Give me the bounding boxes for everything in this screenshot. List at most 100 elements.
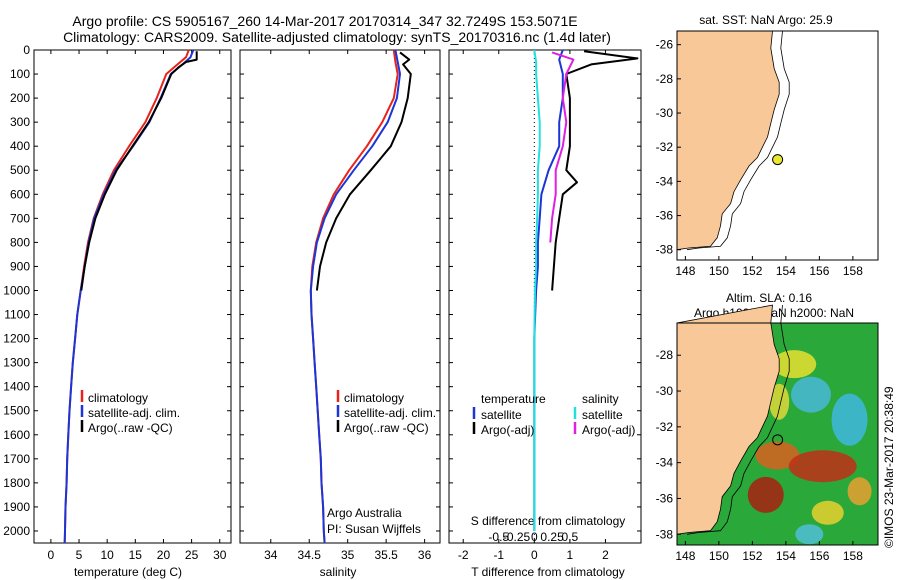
sla-anomaly-patch <box>811 500 844 525</box>
series-line <box>80 51 198 291</box>
x-tick-label: 15 <box>129 548 143 562</box>
longitude-tick-label: 158 <box>843 264 863 278</box>
depth-tick-label: 1800 <box>3 476 30 490</box>
depth-tick-label: 2000 <box>3 524 30 538</box>
depth-tick-label: 400 <box>10 139 30 153</box>
series-line <box>551 50 639 291</box>
sla-map-panel: Altim. SLA: 0.16 Argo h1000: NaN h2000: … <box>656 291 879 563</box>
x-tick-label: 34 <box>264 548 278 562</box>
depth-tick-label: 300 <box>10 115 30 129</box>
x-tick-label: -2 <box>458 548 469 562</box>
longitude-tick-label: 148 <box>675 264 695 278</box>
x-tick-label: 25 <box>185 548 199 562</box>
series-line <box>63 49 195 544</box>
x-tick-label: 30 <box>213 548 227 562</box>
land-mass <box>676 304 780 535</box>
sla-anomaly-patch <box>831 393 868 446</box>
series-line <box>533 49 564 531</box>
legend-label: satellite-adj. clim. <box>88 406 180 420</box>
x-tick-label: 5 <box>76 548 83 562</box>
depth-tick-label: 1000 <box>3 283 30 297</box>
series-line <box>309 49 401 544</box>
x-tick-label: 2 <box>602 548 609 562</box>
sst-map-panel: sat. SST: NaN Argo: 25.9 148 150 152 154 156… <box>656 13 879 278</box>
legend-temperature-header: temperature <box>481 392 546 406</box>
shelf-contour <box>686 30 790 251</box>
depth-tick-label: 1200 <box>3 332 30 346</box>
s-difference-label: S difference from climatology <box>471 514 626 528</box>
legend-label: Argo(..raw -QC) <box>344 421 429 435</box>
difference-panel: S difference from climatology T differen… <box>448 49 642 579</box>
longitude-tick-label: 154 <box>776 264 796 278</box>
depth-tick-label: 900 <box>10 259 30 273</box>
s-tick-label: -0.5 <box>488 530 509 544</box>
longitude-tick-label: 150 <box>709 264 729 278</box>
latitude-tick-label: -36 <box>656 209 674 223</box>
temperature-axes <box>33 49 232 544</box>
series-line <box>63 49 190 544</box>
depth-tick-label: 500 <box>10 163 30 177</box>
sla-anomaly-patch <box>747 476 784 513</box>
sla-anomaly-patch <box>795 524 824 545</box>
temperature-xlabel: temperature (deg C) <box>74 565 182 579</box>
x-tick-label: 36 <box>418 548 432 562</box>
land-mass <box>676 30 780 251</box>
shelf-contour <box>686 305 790 535</box>
depth-tick-label: 1700 <box>3 452 30 466</box>
pi-name-label: PI: Susan Wijffels <box>327 522 421 536</box>
latitude-tick-label: -30 <box>656 384 674 398</box>
float-position-marker <box>772 434 784 446</box>
x-tick-label: 0 <box>531 548 538 562</box>
sla-title-line1: Altim. SLA: 0.16 <box>726 291 812 305</box>
depth-tick-label: 1100 <box>4 308 30 322</box>
x-tick-label: 34.5 <box>298 548 322 562</box>
longitude-tick-label: 150 <box>709 549 729 563</box>
sla-anomaly-patch <box>788 450 857 483</box>
latitude-tick-label: -26 <box>656 38 674 52</box>
float-position-marker <box>772 154 784 166</box>
x-tick-label: -1 <box>493 548 504 562</box>
legend-label: climatology <box>344 391 404 405</box>
x-tick-label: 35.5 <box>374 548 398 562</box>
longitude-tick-label: 154 <box>776 549 796 563</box>
longitude-tick-label: 152 <box>742 549 762 563</box>
depth-tick-label: 1600 <box>3 428 30 442</box>
map-frame <box>676 30 879 261</box>
figure-title-line1: Argo profile: CS 5905167_260 14-Mar-2017… <box>72 13 577 29</box>
latitude-tick-label: -34 <box>656 456 674 470</box>
s-tick-label: 0.5 <box>562 530 579 544</box>
depth-tick-label: 100 <box>10 67 30 81</box>
series-line <box>309 49 399 544</box>
sst-title: sat. SST: NaN Argo: 25.9 <box>699 13 833 27</box>
latitude-tick-label: -34 <box>656 174 674 188</box>
depth-tick-label: 1400 <box>3 380 30 394</box>
depth-tick-label: 700 <box>10 211 30 225</box>
latitude-tick-label: -28 <box>656 348 674 362</box>
legend-label: satellite-adj. clim. <box>344 406 436 420</box>
latitude-tick-label: -38 <box>656 243 674 257</box>
latitude-tick-label: -36 <box>656 491 674 505</box>
legend-label: satellite <box>481 408 522 422</box>
latitude-tick-label: -30 <box>656 106 674 120</box>
legend-label: Argo(-adj) <box>481 423 534 437</box>
salinity-axes <box>239 49 441 544</box>
legend-label: Argo(-adj) <box>582 423 635 437</box>
latitude-tick-label: -32 <box>656 420 674 434</box>
salinity-xlabel: salinity <box>320 565 357 579</box>
legend-label: Argo(..raw -QC) <box>88 421 173 435</box>
sla-anomaly-patch <box>769 383 790 420</box>
difference-axes <box>448 49 642 544</box>
depth-tick-label: 1500 <box>3 404 30 418</box>
x-tick-label: 10 <box>100 548 114 562</box>
x-tick-label: 0 <box>48 548 55 562</box>
depth-tick-label: 0 <box>23 43 30 57</box>
series-line <box>533 49 541 531</box>
imos-timestamp: ©IMOS 23-Mar-2017 20:38:49 <box>882 386 896 548</box>
argo-australia-label: Argo Australia <box>327 506 402 520</box>
legend-salinity-header: salinity <box>582 392 619 406</box>
sla-anomaly-patch <box>772 350 817 379</box>
t-difference-label: T difference from climatology <box>471 565 625 579</box>
series-line <box>315 51 412 291</box>
s-tick-label: 0.25 <box>540 530 564 544</box>
